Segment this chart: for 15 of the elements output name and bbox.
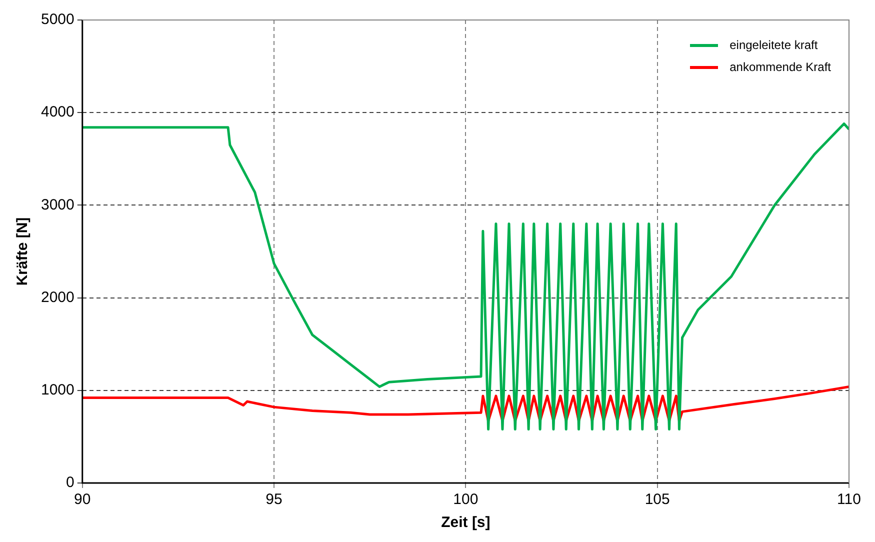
x-tick-label: 105 xyxy=(644,491,670,508)
x-axis-title: Zeit [s] xyxy=(441,514,490,532)
y-tick-label: 5000 xyxy=(40,11,74,28)
x-tick-label: 90 xyxy=(74,491,91,508)
x-tick-label: 100 xyxy=(453,491,478,508)
y-tick-label: 4000 xyxy=(40,104,74,121)
x-tick-label: 110 xyxy=(837,491,861,508)
y-tick-label: 0 xyxy=(66,474,74,492)
legend-label: ankommende Kraft xyxy=(730,60,831,74)
y-tick-label: 1000 xyxy=(40,382,74,399)
x-tick-label: 95 xyxy=(266,491,282,508)
y-tick-label: 3000 xyxy=(40,196,74,214)
y-tick-label: 2000 xyxy=(40,288,74,306)
y-axis-title: Kräfte [N] xyxy=(14,217,32,286)
legend-label: eingeleitete kraft xyxy=(730,38,818,52)
